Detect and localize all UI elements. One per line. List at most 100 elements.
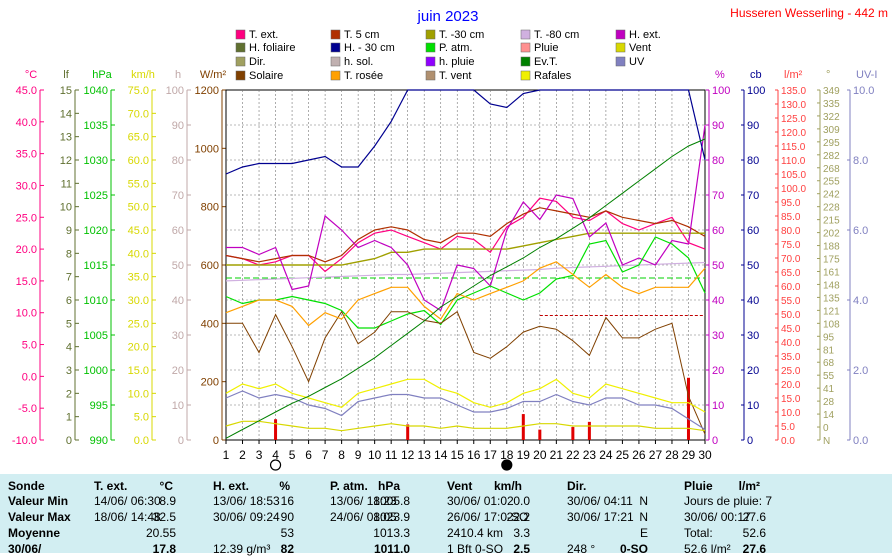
- right-axis-tick-label: 148: [823, 280, 840, 291]
- left-axis-tick-label: 30.0: [16, 180, 37, 192]
- legend-label-hsol: h. sol.: [344, 56, 373, 68]
- left-axis-tick-label: 0.0: [134, 435, 149, 447]
- left-axis-tick-label: 8: [66, 248, 72, 260]
- x-tick-label: 7: [322, 448, 329, 462]
- rain-bar: [274, 419, 278, 440]
- legend-label-t30: T. -30 cm: [439, 29, 484, 41]
- right-axis-tick-label: 108: [823, 319, 840, 330]
- left-axis-tick-label: 990: [90, 435, 108, 447]
- stats-value-h_ext: 82: [280, 542, 294, 556]
- left-axis-tick-label: 80: [172, 155, 184, 167]
- right-axis-tick-label: 60.0: [781, 282, 801, 293]
- stats-value-dir: N: [639, 494, 648, 508]
- left-axis-tick-label: 1200: [195, 85, 219, 97]
- stats-cell-dir: 30/06/ 04:11: [567, 494, 633, 508]
- stats-cell-dir: 30/06/ 17:21: [567, 510, 634, 524]
- stats-header: P. atm.: [330, 479, 368, 493]
- stats-cell-t_ext: 18/06/ 14:48: [94, 510, 161, 524]
- stats-header-unit: °C: [159, 479, 173, 493]
- stats-header-unit: %: [279, 479, 290, 493]
- right-axis-tick-label: N: [823, 436, 830, 447]
- right-axis-tick-label: 10: [747, 400, 759, 412]
- left-axis-tick-label: 200: [201, 377, 219, 389]
- left-axis-tick-label: 9: [66, 225, 72, 237]
- right-axis-tick-label: 161: [823, 267, 840, 278]
- left-axis-tick-label: 1005: [84, 330, 108, 342]
- left-axis-tick-label: 70: [172, 190, 184, 202]
- right-axis-tick-label: 60: [747, 225, 759, 237]
- left-axis-tick-label: 35.0: [128, 272, 149, 284]
- stats-value-p_atm: 1011.0: [373, 542, 410, 556]
- legend-swatch-uv: [615, 56, 626, 67]
- x-tick-label: 13: [418, 448, 432, 462]
- legend-label-t5: T. 5 cm: [344, 29, 379, 41]
- legend-label-h_ext: H. ext.: [629, 29, 661, 41]
- x-tick-label: 19: [517, 448, 531, 462]
- series-line-t_rosee: [225, 261, 706, 327]
- x-tick-label: 23: [583, 448, 597, 462]
- left-axis-tick-label: 25.0: [16, 212, 37, 224]
- right-axis-tick-label: 0: [747, 435, 753, 447]
- right-axis-tick-label: 40: [747, 295, 759, 307]
- series-line-uv: [225, 390, 706, 431]
- stats-value-dir: 0-SO: [619, 542, 648, 556]
- right-axis-tick-label: 25.0: [781, 366, 801, 377]
- stats-value-h_ext: 16: [280, 494, 294, 508]
- stats-header: T. ext.: [94, 479, 128, 493]
- legend-label-hpluie: h. pluie: [439, 56, 474, 68]
- left-axis-tick-label: 995: [90, 400, 108, 412]
- right-axis-tick-label: 14: [823, 410, 835, 421]
- right-axis-tick-label: 10.0: [853, 85, 874, 97]
- left-axis-tick-label: 50: [172, 260, 184, 272]
- legend-swatch-h_fol: [235, 42, 246, 53]
- chart-title: juin 2023: [417, 8, 479, 25]
- left-axis-tick-label: 1: [66, 412, 72, 424]
- right-axis-tick-label: 68: [823, 358, 835, 369]
- legend-swatch-t_rosee: [330, 70, 341, 81]
- left-axis-tick-label: 6: [66, 295, 72, 307]
- left-axis-tick-label: 25.0: [128, 318, 149, 330]
- right-axis-tick-label: 40: [712, 295, 724, 307]
- right-axis-tick-label: 50: [712, 260, 724, 272]
- left-axis-tick-label: 1000: [195, 143, 219, 155]
- legend-swatch-t_ext: [235, 29, 246, 40]
- right-axis-tick-label: 90: [747, 120, 759, 132]
- station-name: Husseren Wesserling - 442 m: [730, 6, 888, 20]
- left-axis-tick-label: 1040: [84, 85, 108, 97]
- right-axis-tick-label: 105.0: [781, 170, 806, 181]
- right-axis-tick-label: 309: [823, 125, 840, 136]
- left-axis-tick-label: -5.0: [18, 403, 37, 415]
- legend-swatch-t30: [425, 29, 436, 40]
- left-axis-tick-label: 1025: [84, 190, 108, 202]
- right-axis-unit: l/m²: [784, 69, 803, 81]
- stats-cell-pluie: 30/06/ 00:17: [684, 510, 751, 524]
- stats-header: Dir.: [567, 479, 587, 493]
- rain-bar: [538, 429, 542, 440]
- legend-label-dir: Dir.: [249, 56, 266, 68]
- right-axis-tick-label: 40.0: [781, 338, 801, 349]
- right-axis-tick-label: 100: [712, 85, 730, 97]
- right-axis-tick-label: 135.0: [781, 86, 806, 97]
- rain-bar: [406, 424, 410, 440]
- x-tick-label: 15: [451, 448, 465, 462]
- left-axis-tick-label: 1000: [84, 365, 108, 377]
- legend-label-vent: Vent: [629, 42, 651, 54]
- right-axis-tick-label: 282: [823, 151, 840, 162]
- weather-chart: juin 2023 Husseren Wesserling - 442 m T.…: [12, 6, 888, 471]
- left-axis-tick-label: 5.0: [134, 412, 149, 424]
- right-axis-tick-label: 30: [747, 330, 759, 342]
- right-axis-tick-label: 121: [823, 306, 840, 317]
- left-axis-tick-label: 60.0: [128, 155, 149, 167]
- left-axis-tick-label: 11: [61, 178, 72, 190]
- x-axis: 1 2 3 4 5 6 7 8 9 10 11 12 13 14 15 16 17 18 19 20 21 22 23 24 2…: [223, 440, 712, 471]
- legend-swatch-hpluie: [425, 56, 436, 67]
- x-tick-label: 2: [239, 448, 246, 462]
- statistics-table: Sonde T. ext. °C H. ext.% P. atm. hPa Vent km/h…: [0, 474, 892, 556]
- stats-row-label: Valeur Min: [8, 494, 69, 508]
- stats-cell-pluie: Total:: [684, 526, 713, 540]
- legend-swatch-t80: [520, 29, 531, 40]
- stats-value-p_atm: 1023.9: [373, 510, 410, 524]
- legend-label-t_rosee: T. rosée: [344, 70, 383, 82]
- left-axis-unit: hPa: [92, 69, 112, 81]
- right-axis-tick-label: 188: [823, 242, 840, 253]
